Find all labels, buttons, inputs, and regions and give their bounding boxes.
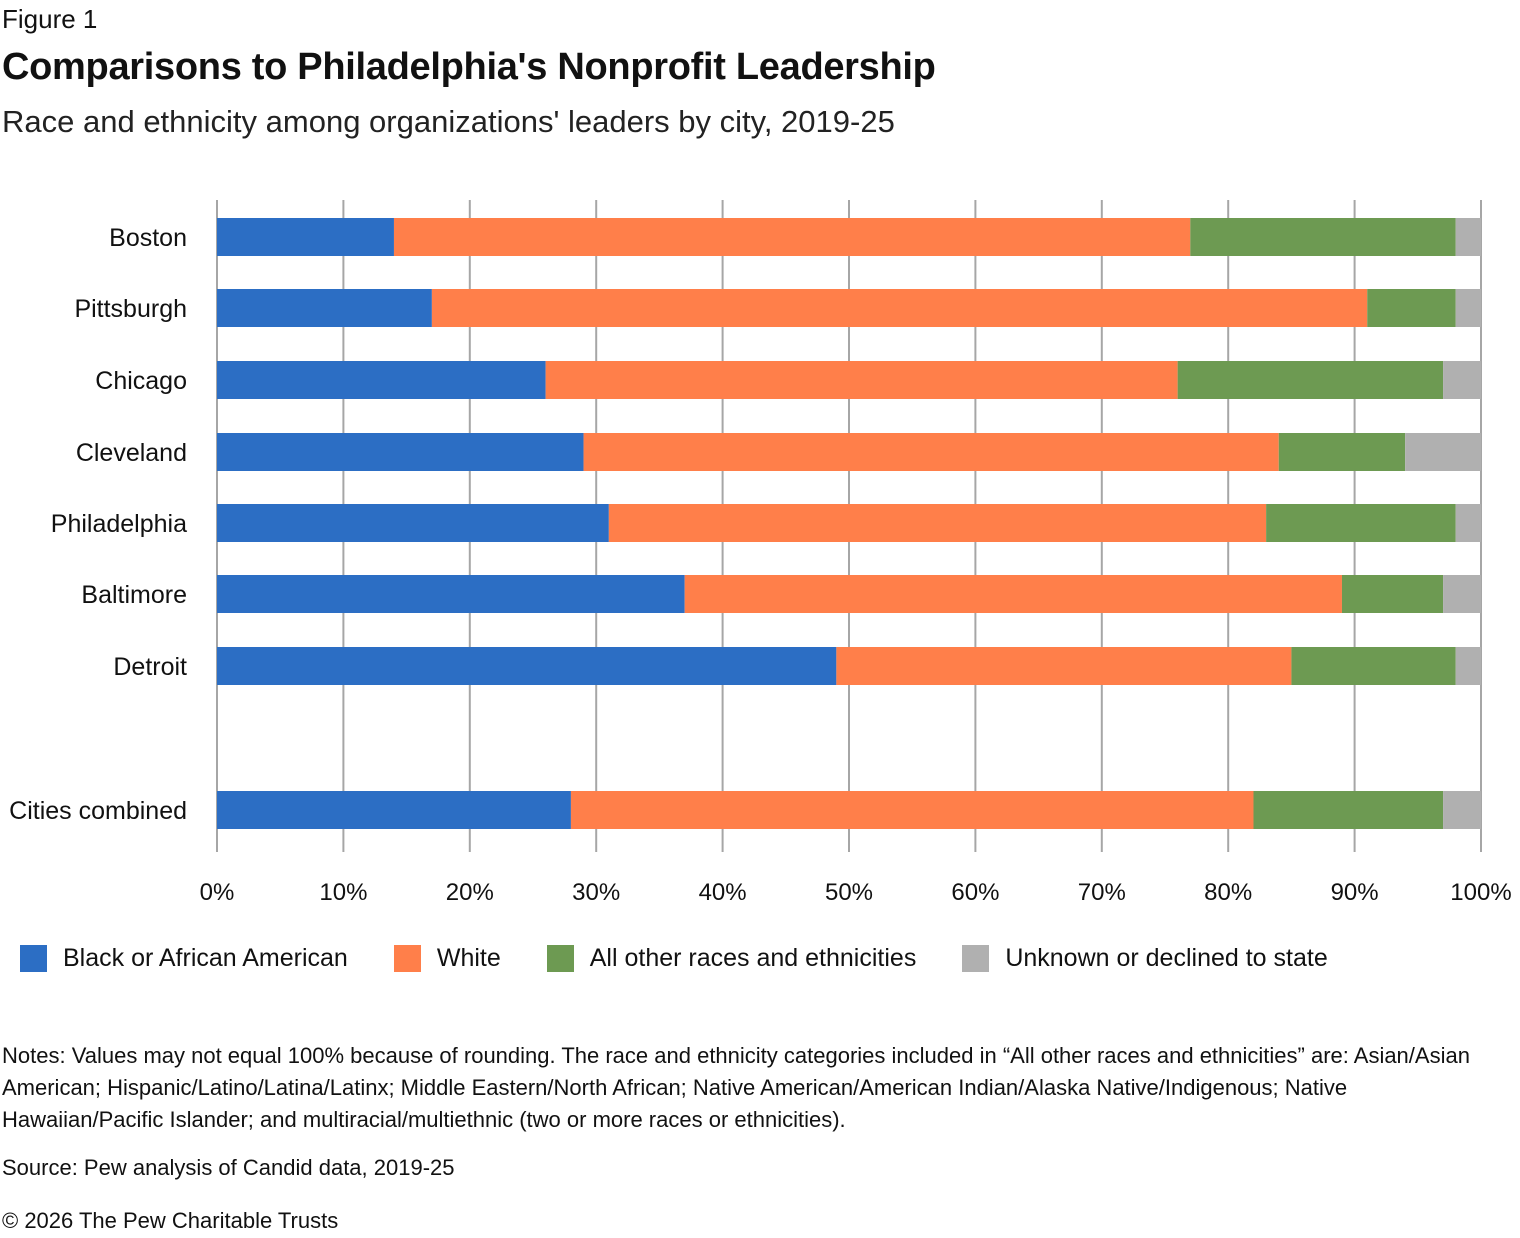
bar-cities-combined-unknown-or-declined-to-state [1443,791,1481,829]
bar-baltimore-unknown-or-declined-to-state [1443,575,1481,613]
bar-cleveland-all-other-races-and-ethnicities [1278,433,1406,471]
category-label-philadelphia: Philadelphia [51,510,187,538]
legend-label-unknown: Unknown or declined to state [1005,944,1328,972]
copyright: © 2026 The Pew Charitable Trusts [2,1208,339,1233]
bar-cities-combined-all-other-races-and-ethnicities [1253,791,1444,829]
bar-detroit-black-or-african-american [217,647,837,685]
bar-detroit-white [836,647,1292,685]
bar-cleveland-black-or-african-american [217,433,584,471]
bar-baltimore-all-other-races-and-ethnicities [1341,575,1444,613]
bar-detroit-unknown-or-declined-to-state [1455,647,1481,685]
x-tick-label: 60% [951,879,999,906]
legend-swatch-unknown [962,945,990,972]
x-tick-label: 90% [1331,879,1379,906]
x-tick-label: 40% [699,879,747,906]
bar-pittsburgh-black-or-african-american [217,289,432,327]
x-tick-label: 30% [572,879,620,906]
notes: Notes: Values may not equal 100% because… [2,1043,1470,1132]
bar-baltimore-black-or-african-american [217,575,685,613]
bar-cities-combined-white [570,791,1254,829]
legend: Black or African American White All othe… [20,944,1374,973]
x-tick-label: 80% [1204,879,1252,906]
category-label-baltimore: Baltimore [81,581,187,609]
legend-item-unknown: Unknown or declined to state [962,944,1328,973]
category-labels: Boston Pittsburgh Chicago Cleveland Philadel… [9,224,187,825]
bar-boston-unknown-or-declined-to-state [1455,218,1481,256]
category-label-cities-combined: Cities combined [9,797,187,825]
legend-item-black: Black or African American [20,944,348,973]
category-label-detroit: Detroit [113,653,187,681]
x-tick-label: 10% [319,879,367,906]
category-label-pittsburgh: Pittsburgh [74,295,187,323]
legend-swatch-white [393,945,421,972]
bar-philadelphia-all-other-races-and-ethnicities [1266,504,1456,542]
legend-label-other: All other races and ethnicities [589,944,917,972]
bar-chicago-all-other-races-and-ethnicities [1177,361,1444,399]
category-label-chicago: Chicago [95,367,187,395]
category-label-boston: Boston [109,224,187,252]
bar-cleveland-unknown-or-declined-to-state [1405,433,1481,471]
bar-philadelphia-unknown-or-declined-to-state [1455,504,1481,542]
source: Source: Pew analysis of Candid data, 201… [2,1155,455,1180]
x-tick-label: 20% [446,879,494,906]
legend-swatch-other [546,945,574,972]
x-tick-label: 50% [825,879,873,906]
chart-title: Comparisons to Philadelphia's Nonprofit … [2,46,936,88]
bar-boston-white [393,218,1191,256]
bar-baltimore-white [684,575,1342,613]
stacked-bar-chart: Boston Pittsburgh Chicago Cleveland Philadel… [9,200,1512,906]
x-tick-label: 70% [1078,879,1126,906]
bar-detroit-all-other-races-and-ethnicities [1291,647,1456,685]
legend-item-white: White [393,944,501,973]
category-label-cleveland: Cleveland [76,439,187,467]
bar-philadelphia-black-or-african-american [217,504,609,542]
bar-cities-combined-black-or-african-american [217,791,571,829]
bar-pittsburgh-white [431,289,1368,327]
legend-item-other: All other races and ethnicities [546,944,917,973]
bar-pittsburgh-unknown-or-declined-to-state [1455,289,1481,327]
x-tick-labels: 0% 10% 20% 30% 40% 50% 60% 70% 80% 90% 100% [200,879,1512,906]
bar-cleveland-white [583,433,1279,471]
bar-pittsburgh-all-other-races-and-ethnicities [1367,289,1456,327]
x-tick-label: 100% [1450,879,1511,906]
bar-boston-black-or-african-american [217,218,394,256]
legend-label-white: White [436,944,501,972]
bar-chicago-white [545,361,1178,399]
bar-chicago-unknown-or-declined-to-state [1443,361,1481,399]
bar-philadelphia-white [608,504,1267,542]
x-tick-label: 0% [200,879,235,906]
bars [217,218,1481,829]
legend-label-black: Black or African American [63,944,348,972]
figure-label: Figure 1 [2,4,98,34]
chart-subtitle: Race and ethnicity among organizations' … [2,104,895,139]
legend-swatch-black [20,945,47,972]
bar-chicago-black-or-african-american [217,361,546,399]
bar-boston-all-other-races-and-ethnicities [1190,218,1456,256]
